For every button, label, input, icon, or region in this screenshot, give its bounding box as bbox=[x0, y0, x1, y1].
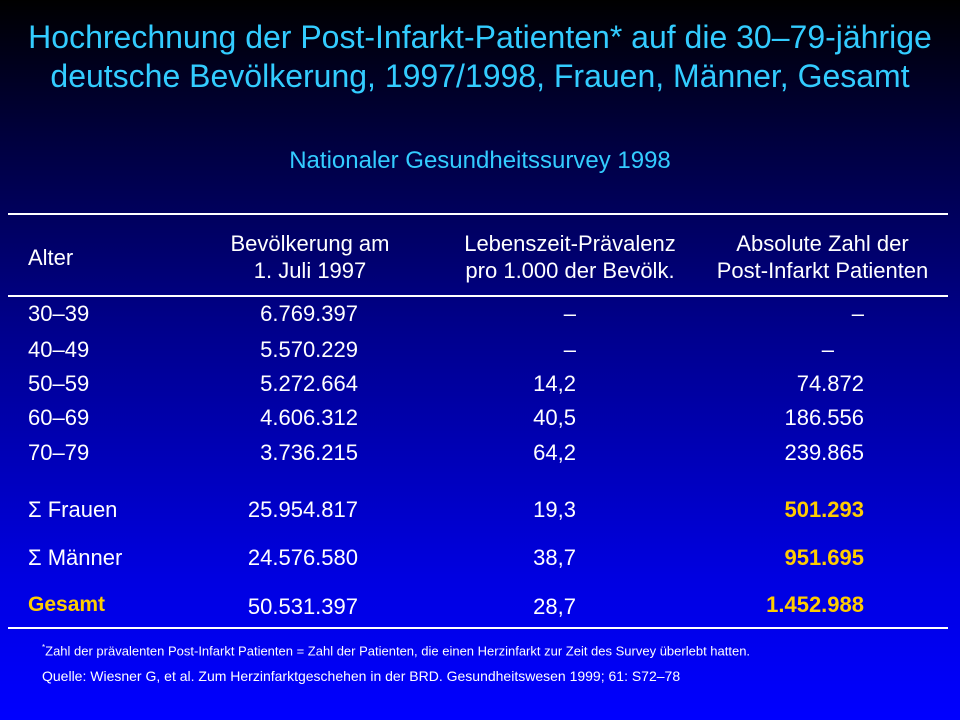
cell-prevalence: – bbox=[563, 337, 576, 362]
slide-title: Hochrechnung der Post-Infarkt-Patienten*… bbox=[28, 19, 932, 94]
cell-age: 50–59 bbox=[28, 371, 90, 396]
cell-age: 60–69 bbox=[28, 405, 90, 430]
cell-prevalence: 40,5 bbox=[533, 405, 576, 430]
cell-age: 30–39 bbox=[28, 301, 90, 326]
cell-prevalence: 28,7 bbox=[533, 594, 576, 619]
cell-age: Σ Frauen bbox=[28, 497, 118, 522]
cell-population: 6.769.397 bbox=[260, 301, 358, 326]
footnote: *Zahl der prävalenten Post-Infarkt Patie… bbox=[42, 640, 902, 659]
header-absolute-line2: Post-Infarkt Patienten bbox=[716, 258, 929, 283]
header-absolute-line1: Absolute Zahl der bbox=[736, 231, 909, 256]
cell-population: 5.570.229 bbox=[260, 337, 358, 362]
cell-absolute: 951.695 bbox=[784, 545, 864, 570]
cell-absolute: 239.865 bbox=[784, 440, 864, 465]
table-bottom-rule bbox=[8, 627, 948, 629]
slide-subtitle: Nationaler Gesundheitssurvey 1998 bbox=[289, 147, 671, 174]
cell-prevalence: – bbox=[563, 301, 576, 326]
cell-absolute: 501.293 bbox=[784, 497, 864, 522]
cell-population: 25.954.817 bbox=[247, 497, 358, 522]
cell-absolute: – bbox=[821, 337, 834, 362]
cell-population: 4.606.312 bbox=[260, 405, 358, 430]
cell-prevalence: 19,3 bbox=[533, 497, 576, 522]
cell-age: Gesamt bbox=[28, 593, 106, 616]
cell-population: 50.531.397 bbox=[247, 594, 358, 619]
header-absolute: Absolute Zahl der Post-Infarkt Patienten bbox=[700, 230, 945, 284]
cell-absolute: 74.872 bbox=[796, 371, 864, 396]
table-top-rule bbox=[8, 213, 948, 215]
cell-prevalence: 38,7 bbox=[533, 545, 576, 570]
header-prevalence-line2: pro 1.000 der Bevölk. bbox=[465, 258, 675, 283]
cell-prevalence: 14,2 bbox=[533, 371, 576, 396]
cell-absolute: 1.452.988 bbox=[766, 592, 864, 617]
cell-absolute: 186.556 bbox=[784, 405, 864, 430]
header-population-line1: Bevölkerung am bbox=[230, 231, 390, 256]
cell-age: Σ Männer bbox=[28, 545, 123, 570]
source-citation: Quelle: Wiesner G, et al. Zum Herzinfark… bbox=[42, 668, 681, 684]
header-prevalence-line1: Lebenszeit-Prävalenz bbox=[464, 231, 676, 256]
header-population: Bevölkerung am 1. Juli 1997 bbox=[200, 230, 420, 284]
cell-population: 24.576.580 bbox=[247, 545, 358, 570]
cell-age: 70–79 bbox=[28, 440, 90, 465]
cell-age: 40–49 bbox=[28, 337, 90, 362]
footnote-text: Zahl der prävalenten Post-Infarkt Patien… bbox=[45, 643, 751, 659]
header-population-line2: 1. Juli 1997 bbox=[253, 258, 367, 283]
table-header-rule bbox=[8, 295, 948, 297]
cell-population: 3.736.215 bbox=[260, 440, 358, 465]
header-age: Alter bbox=[28, 245, 74, 270]
cell-prevalence: 64,2 bbox=[533, 440, 576, 465]
footnote-marker: * bbox=[42, 643, 46, 652]
cell-absolute: – bbox=[851, 301, 864, 326]
header-prevalence: Lebenszeit-Prävalenz pro 1.000 der Bevöl… bbox=[440, 230, 700, 284]
cell-population: 5.272.664 bbox=[260, 371, 358, 396]
